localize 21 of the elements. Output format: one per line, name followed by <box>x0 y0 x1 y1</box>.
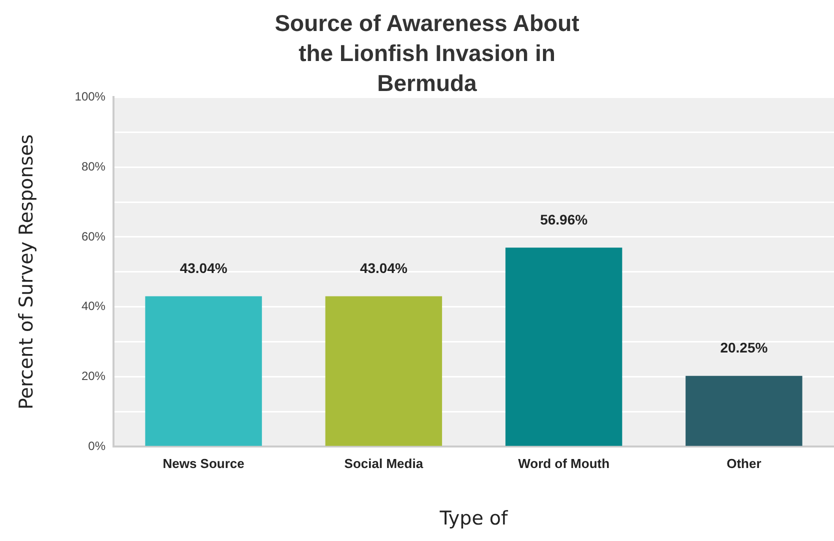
data-label: 43.04% <box>360 260 408 276</box>
y-tick-label: 20% <box>81 369 106 384</box>
bar <box>686 376 802 446</box>
y-tick-label: 40% <box>81 299 106 314</box>
data-label: 43.04% <box>180 260 228 276</box>
bar <box>505 248 622 446</box>
y-axis-title: Percent of Survey Responses <box>15 134 38 410</box>
bar <box>145 296 262 446</box>
x-tick-label: Social Media <box>344 456 424 471</box>
y-tick-label: 100% <box>74 90 106 104</box>
x-axis-title: Type of <box>438 508 510 530</box>
y-tick-label: 80% <box>81 159 106 174</box>
x-tick-label: Other <box>726 456 762 471</box>
bar <box>325 296 442 446</box>
x-tick-label: Word of Mouth <box>518 456 610 471</box>
y-tick-label: 60% <box>81 229 106 244</box>
data-label: 20.25% <box>720 340 768 356</box>
chart-title: Source of Awareness About the Lionfish Invasion in Bermuda <box>274 9 580 96</box>
x-tick-label: News Source <box>162 456 244 471</box>
y-tick-label: 0% <box>88 438 106 453</box>
data-label: 56.96% <box>540 211 588 228</box>
